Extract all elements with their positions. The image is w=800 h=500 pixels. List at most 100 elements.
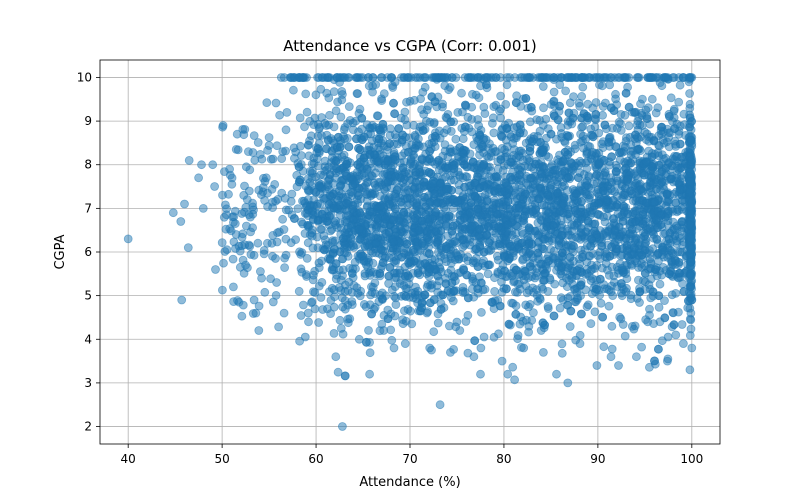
data-point bbox=[483, 269, 493, 279]
data-point bbox=[289, 153, 299, 163]
data-point bbox=[239, 190, 249, 200]
data-point bbox=[685, 201, 695, 211]
data-point bbox=[331, 106, 341, 116]
data-point bbox=[476, 343, 486, 353]
data-point bbox=[434, 155, 444, 165]
data-point bbox=[233, 296, 242, 305]
data-point bbox=[607, 344, 617, 354]
data-point bbox=[546, 184, 555, 193]
data-point bbox=[544, 152, 553, 162]
data-point bbox=[590, 307, 600, 317]
data-point bbox=[669, 73, 679, 82]
data-point bbox=[389, 237, 399, 247]
data-point bbox=[240, 240, 250, 250]
data-point bbox=[470, 178, 480, 188]
data-point bbox=[595, 254, 605, 264]
data-point bbox=[640, 127, 650, 137]
data-point bbox=[675, 80, 685, 90]
data-point bbox=[327, 265, 337, 275]
data-point bbox=[307, 297, 317, 307]
data-point bbox=[353, 188, 362, 198]
data-point bbox=[515, 319, 525, 329]
data-point bbox=[298, 73, 308, 82]
data-point bbox=[616, 279, 626, 288]
data-point bbox=[671, 198, 681, 208]
data-point bbox=[387, 335, 397, 345]
data-point bbox=[674, 268, 684, 278]
data-point bbox=[541, 114, 551, 124]
data-point bbox=[601, 259, 611, 269]
data-point bbox=[429, 295, 439, 305]
data-point bbox=[333, 97, 343, 107]
data-point bbox=[342, 159, 352, 169]
data-point bbox=[365, 149, 375, 159]
data-point bbox=[225, 164, 235, 174]
data-point bbox=[314, 73, 324, 82]
data-point bbox=[257, 273, 267, 283]
data-point bbox=[184, 155, 194, 165]
data-point bbox=[527, 137, 537, 146]
data-point bbox=[654, 344, 663, 354]
data-point bbox=[577, 309, 586, 319]
data-point bbox=[316, 293, 326, 302]
data-point bbox=[666, 93, 676, 103]
data-point bbox=[622, 241, 632, 250]
x-tick-label: 100 bbox=[680, 452, 703, 466]
data-point bbox=[494, 222, 504, 232]
data-point bbox=[615, 148, 624, 158]
data-point bbox=[335, 142, 345, 152]
data-point bbox=[271, 254, 280, 263]
data-point bbox=[210, 182, 220, 191]
data-point bbox=[284, 205, 294, 215]
data-point bbox=[453, 108, 463, 117]
data-point bbox=[600, 120, 610, 130]
data-point bbox=[508, 362, 518, 372]
data-point bbox=[555, 234, 564, 244]
data-point bbox=[314, 263, 324, 273]
data-point bbox=[419, 109, 429, 119]
data-point bbox=[390, 282, 400, 292]
data-point bbox=[276, 73, 286, 82]
data-point bbox=[511, 301, 521, 311]
data-point bbox=[398, 163, 408, 173]
data-point bbox=[484, 152, 494, 162]
data-point bbox=[596, 298, 606, 308]
data-point bbox=[297, 248, 307, 258]
data-point bbox=[249, 205, 258, 215]
data-point bbox=[484, 260, 493, 270]
data-point bbox=[479, 181, 489, 191]
data-point bbox=[502, 123, 512, 133]
data-point bbox=[331, 352, 341, 362]
data-point bbox=[677, 217, 687, 227]
data-point bbox=[240, 124, 250, 134]
data-point bbox=[307, 228, 317, 238]
data-point bbox=[674, 97, 684, 107]
y-tick-label: 7 bbox=[84, 201, 92, 215]
data-point bbox=[620, 331, 630, 341]
data-point bbox=[577, 122, 586, 132]
data-point bbox=[287, 189, 297, 199]
data-point bbox=[495, 241, 505, 251]
data-point bbox=[474, 169, 483, 178]
data-point bbox=[322, 130, 332, 140]
data-point bbox=[632, 73, 642, 82]
data-point bbox=[281, 250, 291, 260]
data-point bbox=[513, 279, 523, 289]
data-point bbox=[230, 206, 240, 216]
data-point bbox=[685, 151, 694, 161]
data-point bbox=[479, 102, 489, 112]
data-point bbox=[309, 120, 319, 129]
data-point bbox=[417, 298, 427, 308]
data-point bbox=[520, 266, 530, 276]
data-point bbox=[292, 182, 302, 192]
data-point bbox=[431, 207, 441, 217]
data-point bbox=[637, 250, 647, 260]
data-point bbox=[355, 73, 365, 82]
y-tick-label: 9 bbox=[84, 114, 92, 128]
data-point bbox=[343, 73, 353, 82]
data-point bbox=[502, 80, 512, 90]
data-point bbox=[457, 235, 467, 245]
data-point bbox=[654, 302, 664, 312]
data-point bbox=[292, 170, 302, 180]
